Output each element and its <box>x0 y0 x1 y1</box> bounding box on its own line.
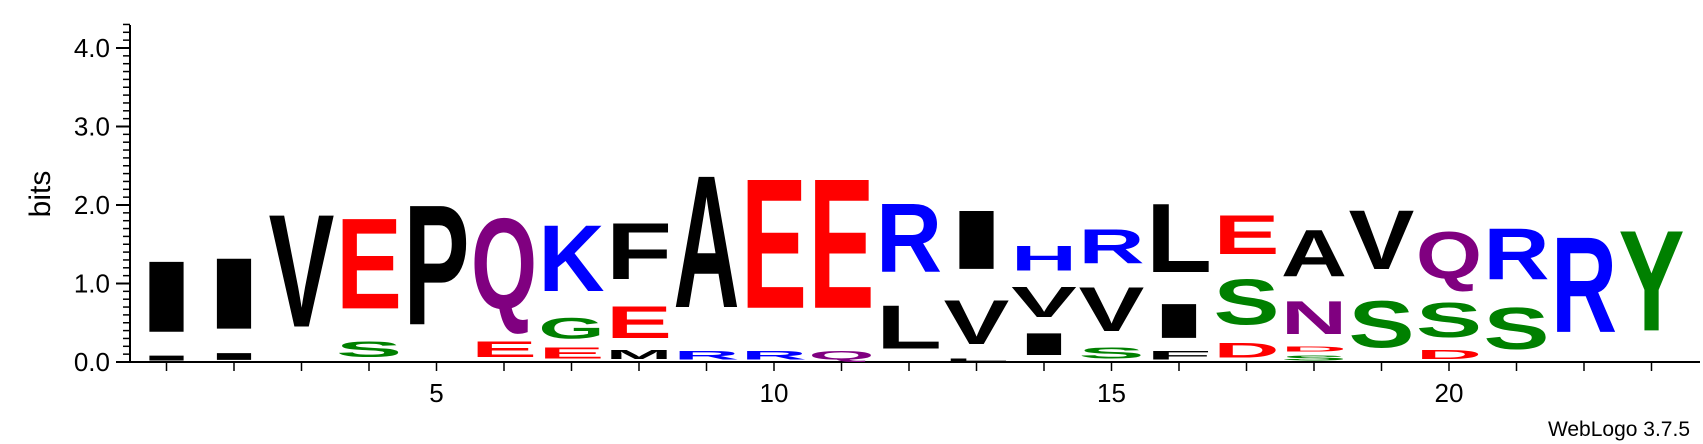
logo-letter-l: L <box>944 358 1010 362</box>
logo-letter-n: N <box>1281 292 1347 345</box>
y-major-ticks: 0.0 1.0 2.0 3.0 4.0 <box>74 33 130 377</box>
logo-letter-s: S <box>1078 345 1144 362</box>
logo-letter-e: E <box>606 297 672 348</box>
logo-letter-d: D <box>1416 348 1482 362</box>
logo-letter-k: K <box>539 205 605 311</box>
logo-column: SV <box>1349 194 1415 362</box>
logo-column: P <box>404 169 470 361</box>
logo-column: RE <box>741 139 807 362</box>
y-tick-label: 1.0 <box>74 269 110 299</box>
logo-column: V <box>269 182 335 362</box>
logo-column: EQ <box>471 192 537 362</box>
x-axis: 5 10 15 20 <box>130 361 1700 408</box>
logo-letter-v: V <box>1349 194 1415 288</box>
logo-letter-q: Q <box>809 349 875 362</box>
logo-column: SE <box>336 193 402 363</box>
logo-letter-e: E <box>809 139 875 347</box>
logo-letter-v: V <box>1011 278 1077 327</box>
logo-column: Y <box>1619 201 1685 362</box>
logo-letter-a: A <box>674 136 740 347</box>
logo-letter-s: S <box>1281 353 1347 362</box>
logo-letter-r: R <box>741 349 807 362</box>
x-ticks: 5 10 15 20 <box>165 362 1653 408</box>
y-tick-label: 3.0 <box>74 112 110 142</box>
weblogo-credit: WebLogo 3.7.5 <box>1548 418 1690 441</box>
logo-column: II <box>201 237 267 362</box>
logo-column: LVI <box>944 193 1010 362</box>
logo-column: IVH <box>1011 238 1077 361</box>
logo-column: DSE <box>1213 204 1279 362</box>
logo-letter-e: E <box>741 139 807 347</box>
logo-letter-i: I <box>201 351 267 362</box>
logo-column: R <box>1551 208 1617 361</box>
logo-letter-r: R <box>1079 219 1145 274</box>
logo-column: RA <box>674 136 740 362</box>
logo-letter-a: A <box>1281 217 1347 291</box>
logo-letter-g: G <box>539 312 605 344</box>
logo-column: II <box>134 240 200 362</box>
logo-letter-i: I <box>134 240 200 354</box>
logo-letter-r: R <box>876 183 942 293</box>
logo-letter-f: F <box>606 207 672 297</box>
x-tick-label: 20 <box>1435 378 1464 408</box>
logo-letter-r: R <box>1484 213 1550 295</box>
y-tick-label: 4.0 <box>74 33 110 63</box>
y-axis: 0.0 1.0 2.0 3.0 4.0 bits <box>24 23 131 377</box>
logo-letter-p: P <box>404 169 470 361</box>
logo-column: SR <box>1484 213 1550 362</box>
logo-letter-d: D <box>1281 345 1347 354</box>
logo-letter-i: I <box>1011 327 1077 362</box>
logo-letter-l: L <box>1146 184 1212 293</box>
logo-letter-i: I <box>1146 294 1212 349</box>
x-tick-label: 10 <box>760 378 789 408</box>
logo-letter-r: R <box>1551 208 1617 361</box>
y-minor-ticks <box>123 23 130 355</box>
logo-letter-q: Q <box>1416 219 1482 293</box>
logo-letter-h: H <box>1011 238 1077 277</box>
logo-letter-f: F <box>1146 349 1212 362</box>
logo-letter-s: S <box>1214 266 1280 339</box>
logo-letter-r: R <box>674 349 740 362</box>
y-tick-label: 0.0 <box>74 347 110 377</box>
logo-letter-e: E <box>1214 204 1280 267</box>
logo-letter-s: S <box>336 337 402 362</box>
logo-letter-e: E <box>538 345 604 362</box>
logo-column: DSQ <box>1416 219 1482 362</box>
logo-letter-s: S <box>1349 287 1415 361</box>
y-tick-label: 2.0 <box>74 190 110 220</box>
logo-letter-m: M <box>606 348 672 362</box>
logo-letter-v: V <box>269 182 335 362</box>
logo-letter-s: S <box>1416 292 1482 347</box>
logo-letter-l: L <box>876 292 942 361</box>
logo-column: SVR <box>1078 219 1144 362</box>
logo-letter-d: D <box>1213 339 1279 362</box>
logo-letter-y: Y <box>1619 201 1685 362</box>
logo-column: MEF <box>606 207 672 362</box>
logo-letter-v: V <box>1079 274 1145 345</box>
logo-letter-i: I <box>134 354 200 362</box>
x-tick-label: 5 <box>429 378 443 408</box>
logo-letter-i: I <box>201 237 267 351</box>
logo-letter-i: I <box>944 193 1010 287</box>
logo-column: EGK <box>538 205 604 362</box>
logo-letter-s: S <box>1484 296 1550 362</box>
y-axis-title: bits <box>24 171 57 218</box>
logo-letter-e: E <box>336 193 402 337</box>
x-tick-label: 15 <box>1097 378 1126 408</box>
logo-letter-q: Q <box>471 192 537 336</box>
logo-column: QE <box>809 139 875 362</box>
logo-column: FIL <box>1146 184 1212 362</box>
logo-column: LR <box>876 183 942 361</box>
logo-letter-e: E <box>471 337 537 362</box>
logo-letter-v: V <box>944 287 1010 358</box>
